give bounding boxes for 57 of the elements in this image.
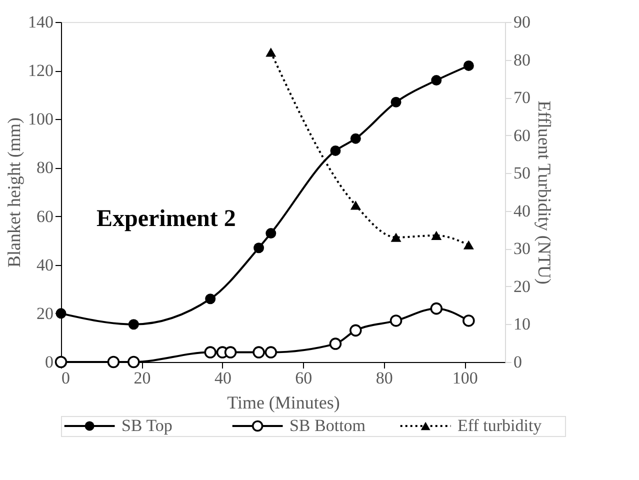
y2-tick-label: 60 <box>514 126 530 145</box>
point <box>107 356 120 368</box>
point <box>430 302 443 315</box>
point <box>462 314 475 327</box>
x-tick-label: 0 <box>62 368 70 388</box>
point <box>266 48 276 57</box>
y2-tick-label: 70 <box>514 88 530 108</box>
y-tick-label: 100 <box>28 110 54 129</box>
x-axis-title: Time (Minutes) <box>227 392 340 412</box>
point <box>463 240 474 250</box>
point <box>264 346 278 358</box>
y2-axis-title: Effluent Turbidity (NTU) <box>534 100 554 284</box>
y2-tick-label: 90 <box>514 12 530 32</box>
y-tick-label: 20 <box>36 304 54 323</box>
y2-tick-label: 50 <box>514 164 530 183</box>
y2-tick-label: 0 <box>514 352 522 372</box>
y-tick-label: 120 <box>28 61 54 80</box>
point <box>254 242 264 254</box>
y2-tick-label: 10 <box>514 314 530 334</box>
y-tick-label: 60 <box>36 206 54 226</box>
y2-tick-label: 40 <box>514 201 530 220</box>
y-tick-label: 0 <box>45 352 54 372</box>
x-tick-label: 40 <box>214 368 232 388</box>
legend-label: SB Bottom <box>289 416 366 435</box>
x-tick-label: 80 <box>376 368 393 388</box>
point <box>128 356 140 368</box>
point <box>205 294 216 304</box>
y-tick-label: 140 <box>28 12 54 32</box>
point <box>128 319 139 330</box>
y2-tick-label: 30 <box>514 239 530 258</box>
x-tick-label: 20 <box>134 368 151 388</box>
x-tick-label: 60 <box>295 368 312 388</box>
y2-tick-label: 20 <box>514 276 530 296</box>
point <box>390 96 402 108</box>
point <box>54 356 68 368</box>
y-axis-title: Blanket height (mm) <box>4 118 24 268</box>
y-tick-label: 40 <box>36 255 54 274</box>
x-tick-label: 100 <box>452 368 478 388</box>
y2-tick-label: 80 <box>514 50 530 70</box>
point <box>390 314 402 327</box>
point <box>350 200 361 210</box>
point <box>431 230 442 240</box>
point <box>266 228 276 239</box>
point <box>204 346 216 358</box>
point <box>330 145 341 156</box>
legend-label: SB Top <box>121 416 172 435</box>
point <box>350 133 361 144</box>
annotation: Experiment 2 <box>96 206 236 232</box>
point <box>350 324 362 337</box>
point <box>224 346 237 358</box>
point <box>329 338 342 350</box>
point <box>463 60 474 71</box>
point <box>390 232 402 242</box>
legend-label: Eff turbidity <box>457 416 542 435</box>
y-tick-label: 80 <box>36 158 54 178</box>
point <box>431 75 442 86</box>
point <box>252 346 265 358</box>
